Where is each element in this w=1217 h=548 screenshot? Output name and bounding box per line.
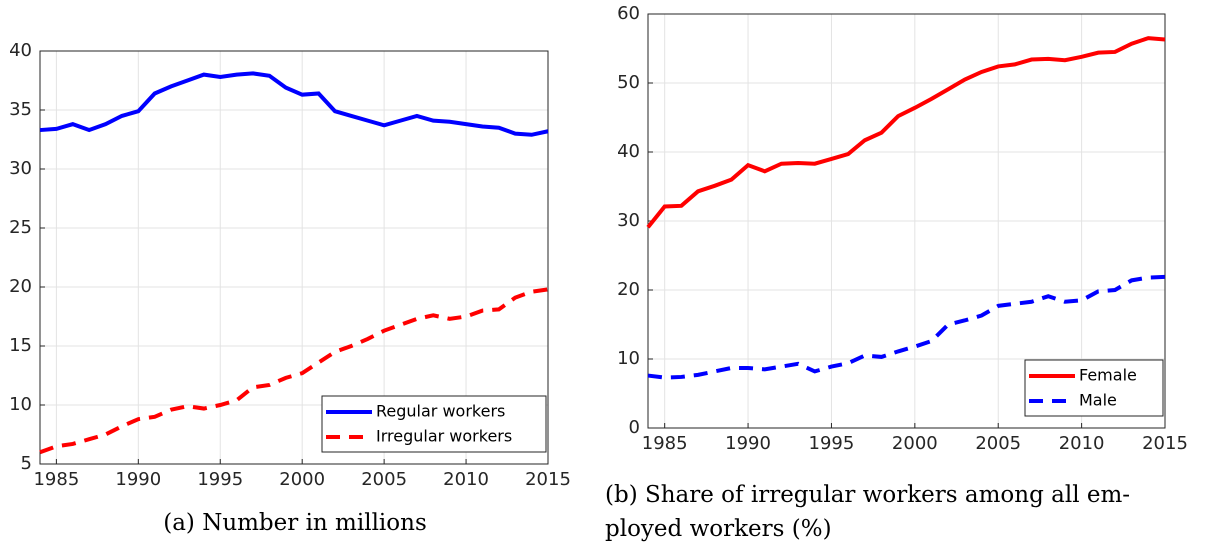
y-tick-label: 25 [9,217,32,238]
plot-frame [647,13,1166,429]
x-tick-label: 2000 [892,433,938,454]
y-tick-label: 60 [617,3,640,24]
caption: (a) Number in millions [163,510,427,536]
x-tick-label: 2005 [975,433,1021,454]
x-tick-label: 1990 [115,469,161,490]
y-tick-label: 10 [617,348,640,369]
y-tick-label: 20 [617,279,640,300]
y-tick-label: 20 [9,276,32,297]
legend-label: Irregular workers [376,427,512,446]
y-tick-label: 10 [9,394,32,415]
y-tick-label: 35 [9,99,32,120]
y-tick-label: 15 [9,335,32,356]
x-tick-label: 2005 [361,469,407,490]
x-tick-label: 2015 [525,469,571,490]
x-tick-label: 2010 [443,469,489,490]
caption: ployed workers (%) [605,516,832,542]
x-tick-label: 2010 [1059,433,1105,454]
plot-area [40,51,548,464]
x-tick-label: 2015 [1142,433,1188,454]
x-tick-label: 1995 [197,469,243,490]
legend-box [321,395,547,453]
series-line [39,71,549,137]
legend-label: Male [1079,391,1117,410]
x-tick-label: 1990 [725,433,771,454]
plot-frame [39,50,549,465]
y-tick-label: 50 [617,72,640,93]
x-tick-label: 2000 [279,469,325,490]
y-tick-label: 30 [9,158,32,179]
y-tick-label: 30 [617,210,640,231]
x-tick-label: 1995 [809,433,855,454]
x-tick-label: 1985 [33,469,79,490]
legend-label: Regular workers [376,402,505,421]
series-line [646,36,1166,229]
legend-box [1024,359,1164,417]
y-tick-label: 5 [21,453,32,474]
y-tick-label: 40 [617,141,640,162]
series-line [647,274,1166,380]
x-tick-label: 1985 [642,433,688,454]
legend-label: Female [1079,366,1137,385]
y-tick-label: 40 [9,40,32,61]
y-tick-label: 0 [629,417,640,438]
caption: (b) Share of irregular workers among all… [605,482,1130,508]
